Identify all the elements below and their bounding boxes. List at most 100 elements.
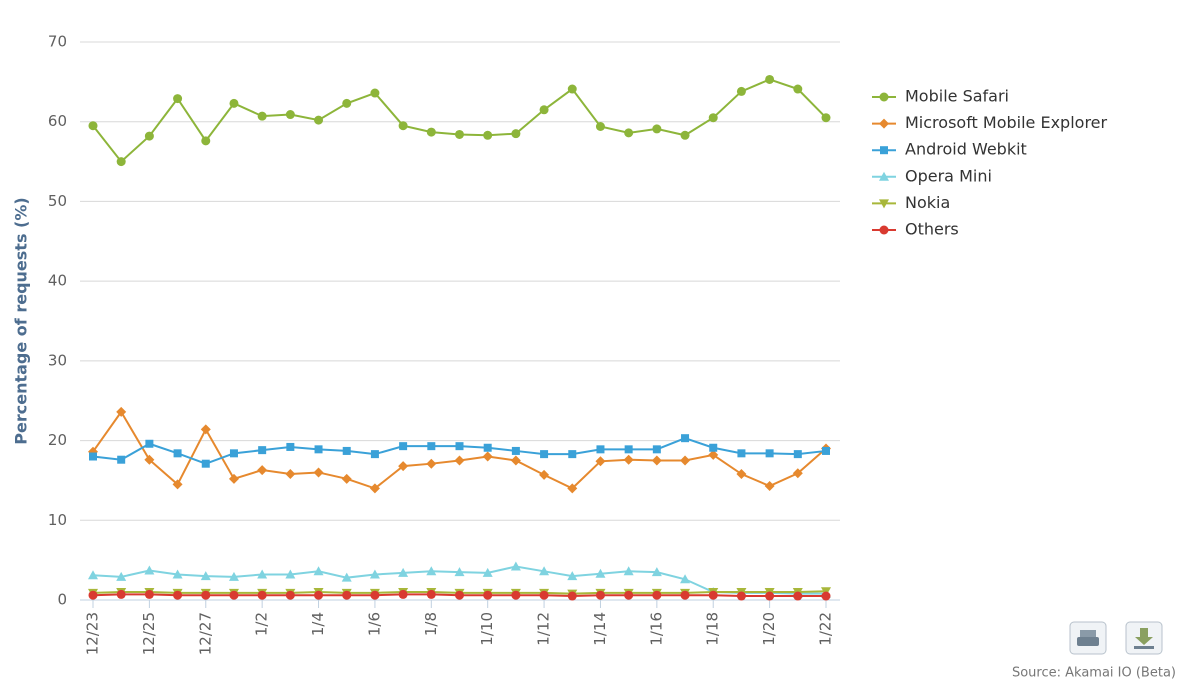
data-point — [172, 479, 183, 490]
legend-label: Mobile Safari — [905, 87, 1009, 106]
data-point — [89, 452, 97, 461]
data-point — [511, 129, 521, 139]
data-point — [341, 473, 352, 484]
x-tick-label: 1/6 — [365, 612, 383, 636]
data-point — [510, 561, 521, 571]
data-point — [708, 449, 719, 460]
data-point — [510, 455, 521, 466]
data-point — [173, 590, 183, 600]
data-point — [285, 590, 295, 600]
data-point — [144, 589, 154, 599]
source: Source: Akamai IO (Beta) — [1012, 666, 1176, 681]
data-point — [399, 442, 408, 451]
print-icon — [1080, 630, 1096, 637]
data-point — [116, 589, 126, 599]
print-icon — [1077, 637, 1099, 646]
data-point — [257, 569, 268, 579]
data-point — [313, 467, 324, 478]
data-point — [144, 131, 154, 141]
data-point — [426, 458, 437, 469]
data-point — [482, 567, 493, 577]
data-point — [708, 590, 718, 600]
series: Nokia — [88, 193, 950, 599]
data-point — [229, 590, 239, 600]
data-point — [821, 591, 831, 601]
data-point — [398, 567, 409, 577]
series: Others — [88, 220, 959, 601]
data-point — [595, 590, 605, 600]
data-point — [624, 445, 633, 454]
data-point — [708, 113, 718, 123]
data-point — [483, 443, 492, 452]
data-point — [736, 86, 746, 96]
data-point — [793, 84, 803, 94]
data-point — [792, 468, 803, 479]
data-point — [116, 406, 127, 417]
data-point — [426, 127, 436, 137]
data-point — [201, 136, 211, 146]
data-point — [229, 449, 238, 458]
legend-label: Microsoft Mobile Explorer — [905, 113, 1108, 132]
data-point — [398, 461, 409, 472]
data-point — [539, 469, 550, 480]
data-point — [540, 450, 549, 459]
data-point — [680, 130, 690, 140]
data-point — [173, 449, 182, 458]
data-point — [765, 449, 774, 458]
data-point — [652, 590, 662, 600]
data-point — [201, 590, 211, 600]
data-point — [567, 483, 578, 494]
data-point — [145, 439, 154, 448]
data-point — [342, 446, 351, 455]
data-point — [567, 84, 577, 94]
data-point — [144, 454, 155, 465]
data-point — [482, 451, 493, 462]
data-point — [623, 566, 634, 576]
data-point — [680, 574, 691, 584]
data-point — [285, 469, 296, 480]
data-point — [257, 111, 267, 121]
data-point — [342, 590, 352, 600]
data-point — [314, 115, 324, 125]
data-point — [595, 121, 605, 131]
data-point — [652, 124, 662, 134]
data-point — [314, 445, 323, 454]
data-point — [624, 590, 634, 600]
data-point — [652, 445, 661, 454]
data-point — [539, 105, 549, 115]
download-button[interactable] — [1125, 621, 1163, 655]
data-point — [596, 445, 605, 454]
data-point — [455, 129, 464, 139]
data-point — [624, 128, 634, 138]
data-point — [511, 590, 521, 600]
data-point — [454, 567, 465, 577]
data-point — [370, 450, 379, 459]
data-point — [88, 570, 98, 580]
legend-marker — [879, 225, 889, 235]
y-tick-label: 20 — [48, 431, 67, 449]
data-point — [765, 591, 775, 601]
data-point — [88, 121, 98, 131]
data-point — [709, 443, 718, 452]
data-point — [172, 569, 183, 579]
data-point — [651, 567, 662, 577]
data-point — [567, 571, 578, 581]
data-point — [369, 569, 380, 579]
data-point — [483, 590, 493, 600]
x-tick-label: 1/10 — [478, 612, 496, 646]
print-button[interactable] — [1069, 621, 1107, 655]
data-point — [116, 571, 127, 581]
x-tick-label: 1/4 — [309, 612, 327, 636]
data-point — [426, 589, 436, 599]
data-point — [793, 450, 802, 459]
legend-marker — [879, 199, 889, 209]
data-point — [764, 481, 775, 492]
series: Mobile Safari — [88, 74, 1009, 167]
data-point — [595, 568, 606, 578]
data-point — [736, 469, 747, 480]
data-point — [228, 571, 239, 581]
data-point — [286, 442, 295, 451]
legend-label: Others — [905, 220, 959, 239]
data-point — [88, 590, 98, 600]
